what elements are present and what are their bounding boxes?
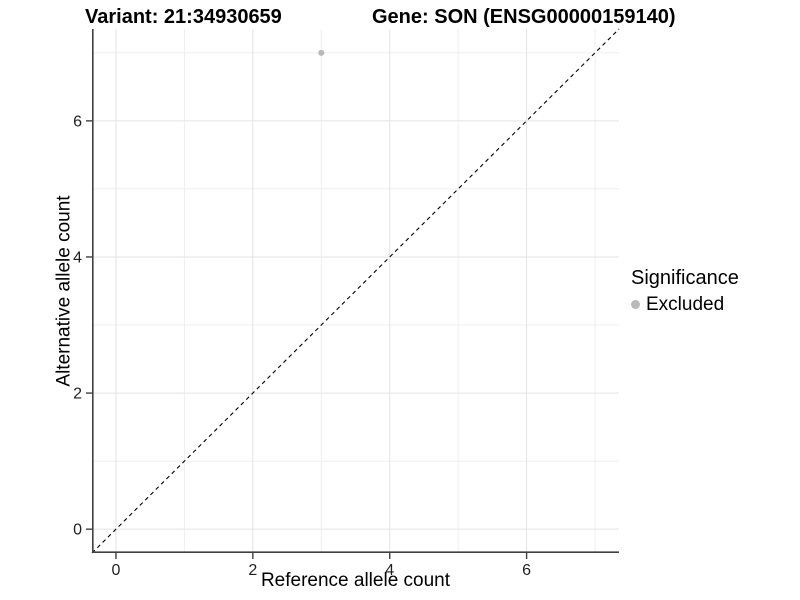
excluded-point-icon [631, 300, 640, 309]
y-tick-label: 2 [73, 386, 82, 403]
x-tick-label: 2 [248, 562, 257, 579]
y-tick-label: 6 [73, 113, 82, 130]
x-tick-label: 4 [385, 562, 394, 579]
x-axis-title: Reference allele count [260, 570, 451, 591]
x-tick-label: 0 [112, 562, 121, 579]
y-axis-title: Alternative allele count [53, 195, 75, 387]
x-tick-label: 6 [522, 562, 531, 579]
legend-title: Significance [631, 267, 739, 289]
identity-dashed-line [91, 28, 620, 554]
y-tick-label: 4 [73, 249, 82, 266]
variant-title: Variant: 21:34930659 [85, 6, 282, 28]
y-tick-label: 0 [73, 522, 82, 539]
gene-title: Gene: SON (ENSG00000159140) [372, 6, 676, 28]
legend-item-excluded: Excluded [631, 295, 739, 314]
plot-panel: 0 2 4 6 0 2 4 6 [73, 28, 620, 579]
legend: Significance Excluded [631, 267, 739, 314]
data-point [318, 49, 325, 56]
legend-item-label: Excluded [646, 294, 725, 315]
